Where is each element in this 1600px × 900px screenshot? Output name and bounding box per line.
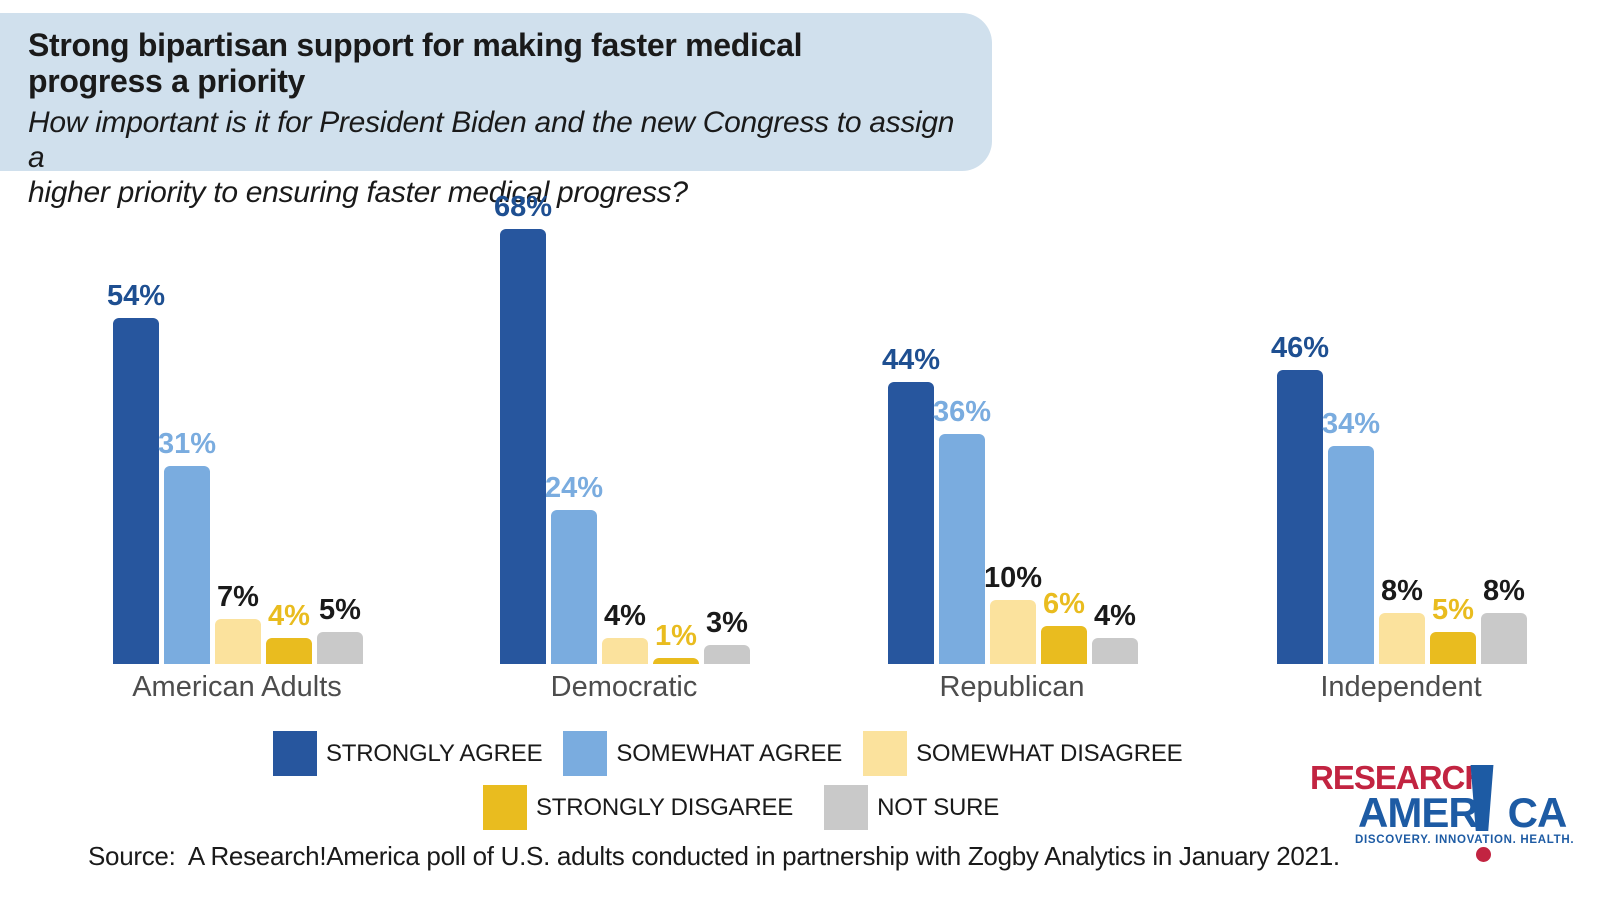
value-label: 34% bbox=[1321, 408, 1381, 441]
legend-label: STRONGLY DISGAREE bbox=[536, 793, 794, 821]
source-text: Source: A Research!America poll of U.S. … bbox=[88, 841, 1340, 871]
legend-swatch-icon bbox=[863, 731, 908, 776]
value-label: 4% bbox=[268, 600, 310, 633]
legend-swatch-icon bbox=[483, 785, 527, 830]
value-label: 3% bbox=[706, 606, 748, 639]
legend-row-2: STRONGLY DISGAREE NOT SURE bbox=[483, 785, 999, 830]
value-label: 6% bbox=[1043, 587, 1085, 620]
value-label: 4% bbox=[1094, 600, 1136, 633]
bar-chart: 54% 31% 7% 4% 5% 68% 24% 4% 1% 3% 44% 36% 10% 6% 4% 46%… bbox=[107, 191, 1527, 664]
research-america-logo: RESEARCH AMER CA DISCOVERY. INNOVATION. H… bbox=[1310, 759, 1574, 871]
legend-swatch-icon bbox=[273, 731, 317, 776]
logo-research-text: RESEARCH bbox=[1310, 759, 1488, 796]
value-label: 7% bbox=[217, 581, 259, 614]
legend-swatch-icon bbox=[824, 785, 869, 830]
category-label: Independent bbox=[1320, 671, 1482, 703]
bar-strongly-agree: 46% bbox=[1271, 332, 1329, 664]
legend-item-somewhat-agree: SOMEWHAT AGREE bbox=[563, 731, 842, 776]
bar-strongly-agree: 54% bbox=[107, 280, 165, 664]
logo-tagline: DISCOVERY. INNOVATION. HEALTH. bbox=[1355, 834, 1575, 846]
bar-somewhat-agree: 36% bbox=[933, 396, 991, 664]
bar-somewhat-agree: 24% bbox=[545, 472, 603, 664]
legend-item-not-sure: NOT SURE bbox=[824, 785, 999, 830]
value-label: 5% bbox=[1432, 594, 1474, 626]
value-label: 4% bbox=[604, 600, 646, 633]
bar-strongly-disgaree: 6% bbox=[1041, 588, 1087, 664]
legend-row-1: STRONGLY AGREE SOMEWHAT AGREE SOMEWHAT DIS… bbox=[273, 731, 1183, 776]
bar-group-american-adults: 54% 31% 7% 4% 5% bbox=[107, 280, 363, 664]
value-label: 24% bbox=[544, 472, 604, 505]
legend-swatch-icon bbox=[563, 731, 608, 776]
value-label: 46% bbox=[1270, 331, 1330, 364]
legend-item-somewhat-disagree: SOMEWHAT DISAGREE bbox=[863, 731, 1183, 776]
bar-group-democratic: 68% 24% 4% 1% 3% bbox=[494, 191, 750, 664]
bar-strongly-agree: 44% bbox=[882, 344, 940, 664]
bar-not-sure: 3% bbox=[704, 607, 750, 664]
bar-somewhat-disagree: 10% bbox=[984, 562, 1042, 664]
value-label: 8% bbox=[1381, 574, 1423, 607]
bar-group-republican: 44% 36% 10% 6% 4% bbox=[882, 344, 1138, 664]
legend-item-strongly-disgaree: STRONGLY DISGAREE bbox=[483, 785, 793, 830]
bar-somewhat-agree: 31% bbox=[158, 428, 216, 664]
value-label: 5% bbox=[319, 594, 361, 626]
logo-america-text: AMER CA bbox=[1358, 789, 1567, 836]
bar-somewhat-disagree: 8% bbox=[1379, 575, 1425, 664]
bar-somewhat-agree: 34% bbox=[1322, 408, 1380, 664]
category-label: Democratic bbox=[550, 671, 698, 703]
legend-label: STRONGLY AGREE bbox=[326, 739, 543, 767]
logo-exclamation-icon bbox=[1470, 765, 1494, 831]
value-label: 10% bbox=[983, 562, 1043, 594]
bar-not-sure: 4% bbox=[1092, 600, 1138, 664]
category-label: Republican bbox=[939, 671, 1085, 703]
value-label: 68% bbox=[493, 190, 553, 223]
bar-strongly-disgaree: 1% bbox=[653, 620, 699, 664]
legend-label: SOMEWHAT DISAGREE bbox=[916, 739, 1183, 767]
logo-exclamation-dot-icon bbox=[1476, 847, 1491, 862]
bar-strongly-disgaree: 5% bbox=[1430, 594, 1476, 664]
bar-somewhat-disagree: 7% bbox=[215, 581, 261, 664]
value-label: 1% bbox=[655, 619, 697, 652]
value-label: 8% bbox=[1483, 574, 1525, 607]
legend-item-strongly-agree: STRONGLY AGREE bbox=[273, 731, 543, 776]
title-card: Strong bipartisan support for making fas… bbox=[0, 13, 992, 209]
category-label: American Adults bbox=[132, 671, 342, 703]
chart-subtitle: How important is it for President Biden … bbox=[28, 106, 955, 209]
chart-title: Strong bipartisan support for making fas… bbox=[28, 27, 803, 99]
bar-not-sure: 5% bbox=[317, 594, 363, 664]
bar-somewhat-disagree: 4% bbox=[602, 600, 648, 664]
value-label: 36% bbox=[932, 395, 992, 428]
legend-label: SOMEWHAT AGREE bbox=[616, 739, 843, 767]
bar-group-independent: 46% 34% 8% 5% 8% bbox=[1271, 332, 1527, 664]
value-label: 31% bbox=[157, 427, 217, 460]
bar-strongly-disgaree: 4% bbox=[266, 600, 312, 664]
value-label: 44% bbox=[881, 344, 941, 377]
value-label: 54% bbox=[106, 280, 166, 313]
bar-not-sure: 8% bbox=[1481, 575, 1527, 664]
legend-label: NOT SURE bbox=[877, 793, 1000, 821]
bar-strongly-agree: 68% bbox=[494, 191, 552, 664]
